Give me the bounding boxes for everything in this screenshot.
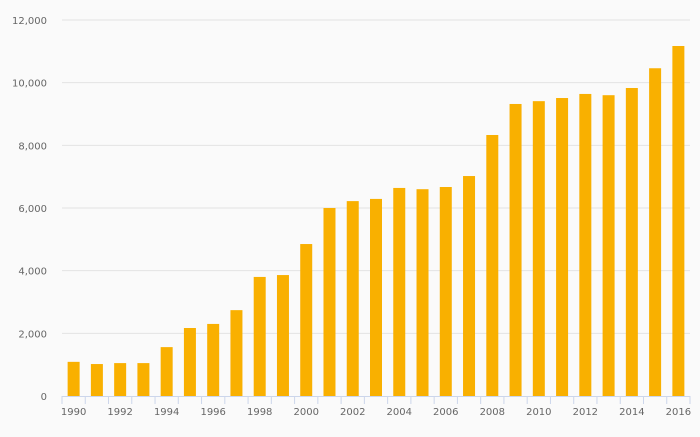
bar-2011: [556, 98, 569, 397]
x-tick-label: 2016: [666, 407, 691, 418]
bar-1997: [230, 310, 243, 396]
bar-1998: [253, 276, 266, 396]
bar-2002: [346, 201, 359, 396]
x-tick-label: 2006: [433, 407, 458, 418]
bar-2009: [509, 103, 522, 397]
x-axis: 1990 1992 1994 1996 1998 2000 2002 2004 2006 2008…: [61, 396, 691, 418]
x-tick-label: 2008: [480, 407, 505, 418]
y-tick-label: 6,000: [18, 204, 47, 215]
bar-1995: [183, 328, 196, 396]
y-tick-label: 8,000: [18, 141, 47, 152]
bar-2007: [463, 176, 476, 396]
bar-1993: [137, 363, 150, 396]
x-tick-label: 1992: [107, 407, 132, 418]
bar-2005: [416, 189, 429, 396]
bar-1996: [207, 323, 220, 396]
y-tick-label: 0: [41, 392, 47, 403]
x-tick-label: 2010: [526, 407, 551, 418]
x-tick-label: 1998: [247, 407, 272, 418]
x-tick-label: 2012: [573, 407, 598, 418]
bar-2013: [602, 95, 615, 396]
x-tick-label: 2014: [619, 407, 644, 418]
bar-2008: [486, 134, 499, 396]
bar-2010: [532, 101, 545, 397]
bar-2001: [323, 208, 336, 396]
bar-2012: [579, 93, 592, 397]
x-tick-label: 1996: [200, 407, 225, 418]
bar-1994: [160, 347, 173, 396]
x-tick-label: 2000: [293, 407, 318, 418]
bar-2015: [649, 68, 662, 397]
bar-2000: [300, 244, 313, 396]
bar-2014: [625, 87, 638, 396]
bar-1991: [90, 364, 103, 396]
x-tick-label: 1994: [154, 407, 179, 418]
bar-2003: [370, 198, 382, 396]
bar-1992: [114, 363, 127, 396]
y-tick-label: 12,000: [12, 16, 47, 27]
bars: [67, 46, 685, 397]
bar-2016: [672, 46, 685, 397]
bar-2004: [393, 187, 406, 396]
x-tick-label: 2004: [387, 407, 412, 418]
y-tick-label: 10,000: [12, 79, 47, 90]
bar-1990: [67, 361, 80, 396]
bar-2006: [439, 187, 452, 396]
y-tick-label: 2,000: [18, 329, 47, 340]
x-tick-label: 2002: [340, 407, 365, 418]
bar-1999: [276, 275, 289, 396]
y-tick-label: 4,000: [18, 267, 47, 278]
y-axis-labels: 0 2,000 4,000 6,000 8,000 10,000 12,000: [12, 16, 47, 403]
x-tick-label: 1990: [61, 407, 86, 418]
